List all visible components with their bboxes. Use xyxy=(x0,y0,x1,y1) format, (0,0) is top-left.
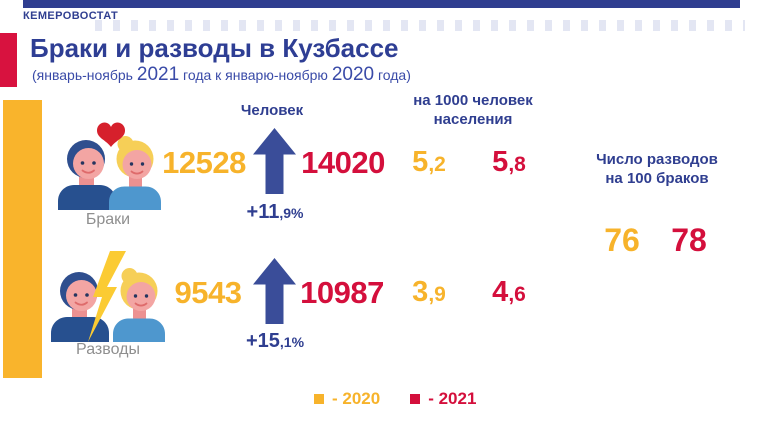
marriages-rate-2020: 5,2 xyxy=(399,146,459,179)
married-couple-icon xyxy=(52,121,164,210)
divorce-ratio-title: Число разводов на 100 браков xyxy=(582,151,732,189)
divorces-rate-2020-int: 3 xyxy=(412,276,429,308)
up-arrow-icon xyxy=(253,258,296,324)
legend-label-2020: - 2020 xyxy=(332,389,381,408)
subtitle-year-2021: 2021 xyxy=(136,64,180,85)
divorces-change-small: ,1% xyxy=(279,334,305,350)
divorces-rate-2021-int: 4 xyxy=(492,276,509,308)
divorces-rate-2021-dec: ,6 xyxy=(508,283,526,306)
subtitle-part1: (январь-ноябрь xyxy=(32,67,137,83)
wife-figure xyxy=(109,136,161,210)
marriages-change-main: +11 xyxy=(246,201,280,223)
divorce-ratio-title-line2: на 100 браков xyxy=(605,169,709,187)
divorce-ratio-2020: 76 xyxy=(604,222,640,258)
column-header-per-1000: на 1000 человек населения xyxy=(398,92,548,130)
per-1000-line1: на 1000 человек xyxy=(413,92,533,109)
divorces-rate-2020-dec: ,9 xyxy=(428,283,446,306)
legend-item-2020: - 2020 xyxy=(314,389,380,409)
subtitle-part2: года к январю-ноябрю xyxy=(179,67,332,83)
divorce-ratio-2021: 78 xyxy=(671,222,707,258)
legend-swatch-2020 xyxy=(314,394,324,404)
decorative-dashes xyxy=(95,20,745,31)
brand-text: КЕМЕРОВОСТАТ xyxy=(23,10,119,22)
divorces-change-percent: +15,1% xyxy=(238,330,312,353)
lightning-icon xyxy=(88,251,126,342)
up-arrow-icon xyxy=(253,128,296,194)
marriages-row-label: Браки xyxy=(85,211,131,228)
divorces-change-main: +15 xyxy=(245,330,280,352)
legend-item-2021: - 2021 xyxy=(410,389,476,409)
per-1000-line2: населения xyxy=(433,110,513,128)
divorces-count-2020: 9543 xyxy=(174,275,242,310)
marriages-rate-2021-int: 5 xyxy=(492,146,509,178)
page-title: Браки и разводы в Кузбассе xyxy=(30,33,399,63)
marriages-rate-2021-dec: ,8 xyxy=(508,153,526,176)
legend-label-2021: - 2021 xyxy=(428,389,477,408)
top-accent-bar xyxy=(23,0,740,8)
divorced-couple-icon xyxy=(47,251,169,342)
title-accent-bar xyxy=(0,33,17,87)
left-accent-bar xyxy=(3,100,42,378)
marriages-count-2021: 14020 xyxy=(301,145,385,180)
marriages-change-percent: +11,9% xyxy=(238,201,312,224)
page-subtitle: (январь-ноябрь 2021 года к январю-ноябрю… xyxy=(32,64,411,86)
divorces-count-2021: 10987 xyxy=(300,275,384,310)
divorce-ratio-title-line1: Число разводов xyxy=(596,151,718,168)
divorces-rate-2020: 3,9 xyxy=(399,276,459,309)
husband-figure xyxy=(51,272,109,342)
heart-icon xyxy=(97,122,125,147)
divorces-row-label: Разводы xyxy=(76,341,140,358)
subtitle-part3: года) xyxy=(374,67,411,83)
marriages-rate-2021: 5,8 xyxy=(478,146,540,179)
divorces-rate-2021: 4,6 xyxy=(478,276,540,309)
year-legend: - 2020 - 2021 xyxy=(314,389,476,409)
subtitle-year-2020: 2020 xyxy=(331,64,375,85)
legend-swatch-2021 xyxy=(410,394,421,404)
marriages-change-small: ,9% xyxy=(279,205,304,221)
column-header-people: Человек xyxy=(240,102,304,119)
wife-figure xyxy=(113,268,165,342)
husband-figure xyxy=(58,140,116,210)
marriages-count-2020: 12528 xyxy=(162,145,246,180)
marriages-rate-2020-dec: ,2 xyxy=(428,153,446,176)
marriages-rate-2020-int: 5 xyxy=(412,146,429,178)
